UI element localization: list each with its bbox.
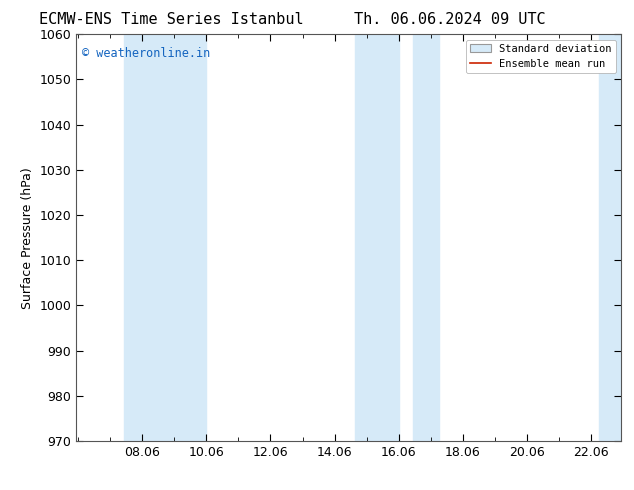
Bar	[413, 34, 439, 441]
Text: © weatheronline.in: © weatheronline.in	[82, 47, 210, 59]
Text: ECMW-ENS Time Series Istanbul: ECMW-ENS Time Series Istanbul	[39, 12, 304, 27]
Bar	[355, 34, 399, 441]
Text: Th. 06.06.2024 09 UTC: Th. 06.06.2024 09 UTC	[354, 12, 546, 27]
Bar	[599, 34, 621, 441]
Y-axis label: Surface Pressure (hPa): Surface Pressure (hPa)	[21, 167, 34, 309]
Bar	[124, 34, 206, 441]
Legend: Standard deviation, Ensemble mean run: Standard deviation, Ensemble mean run	[466, 40, 616, 73]
